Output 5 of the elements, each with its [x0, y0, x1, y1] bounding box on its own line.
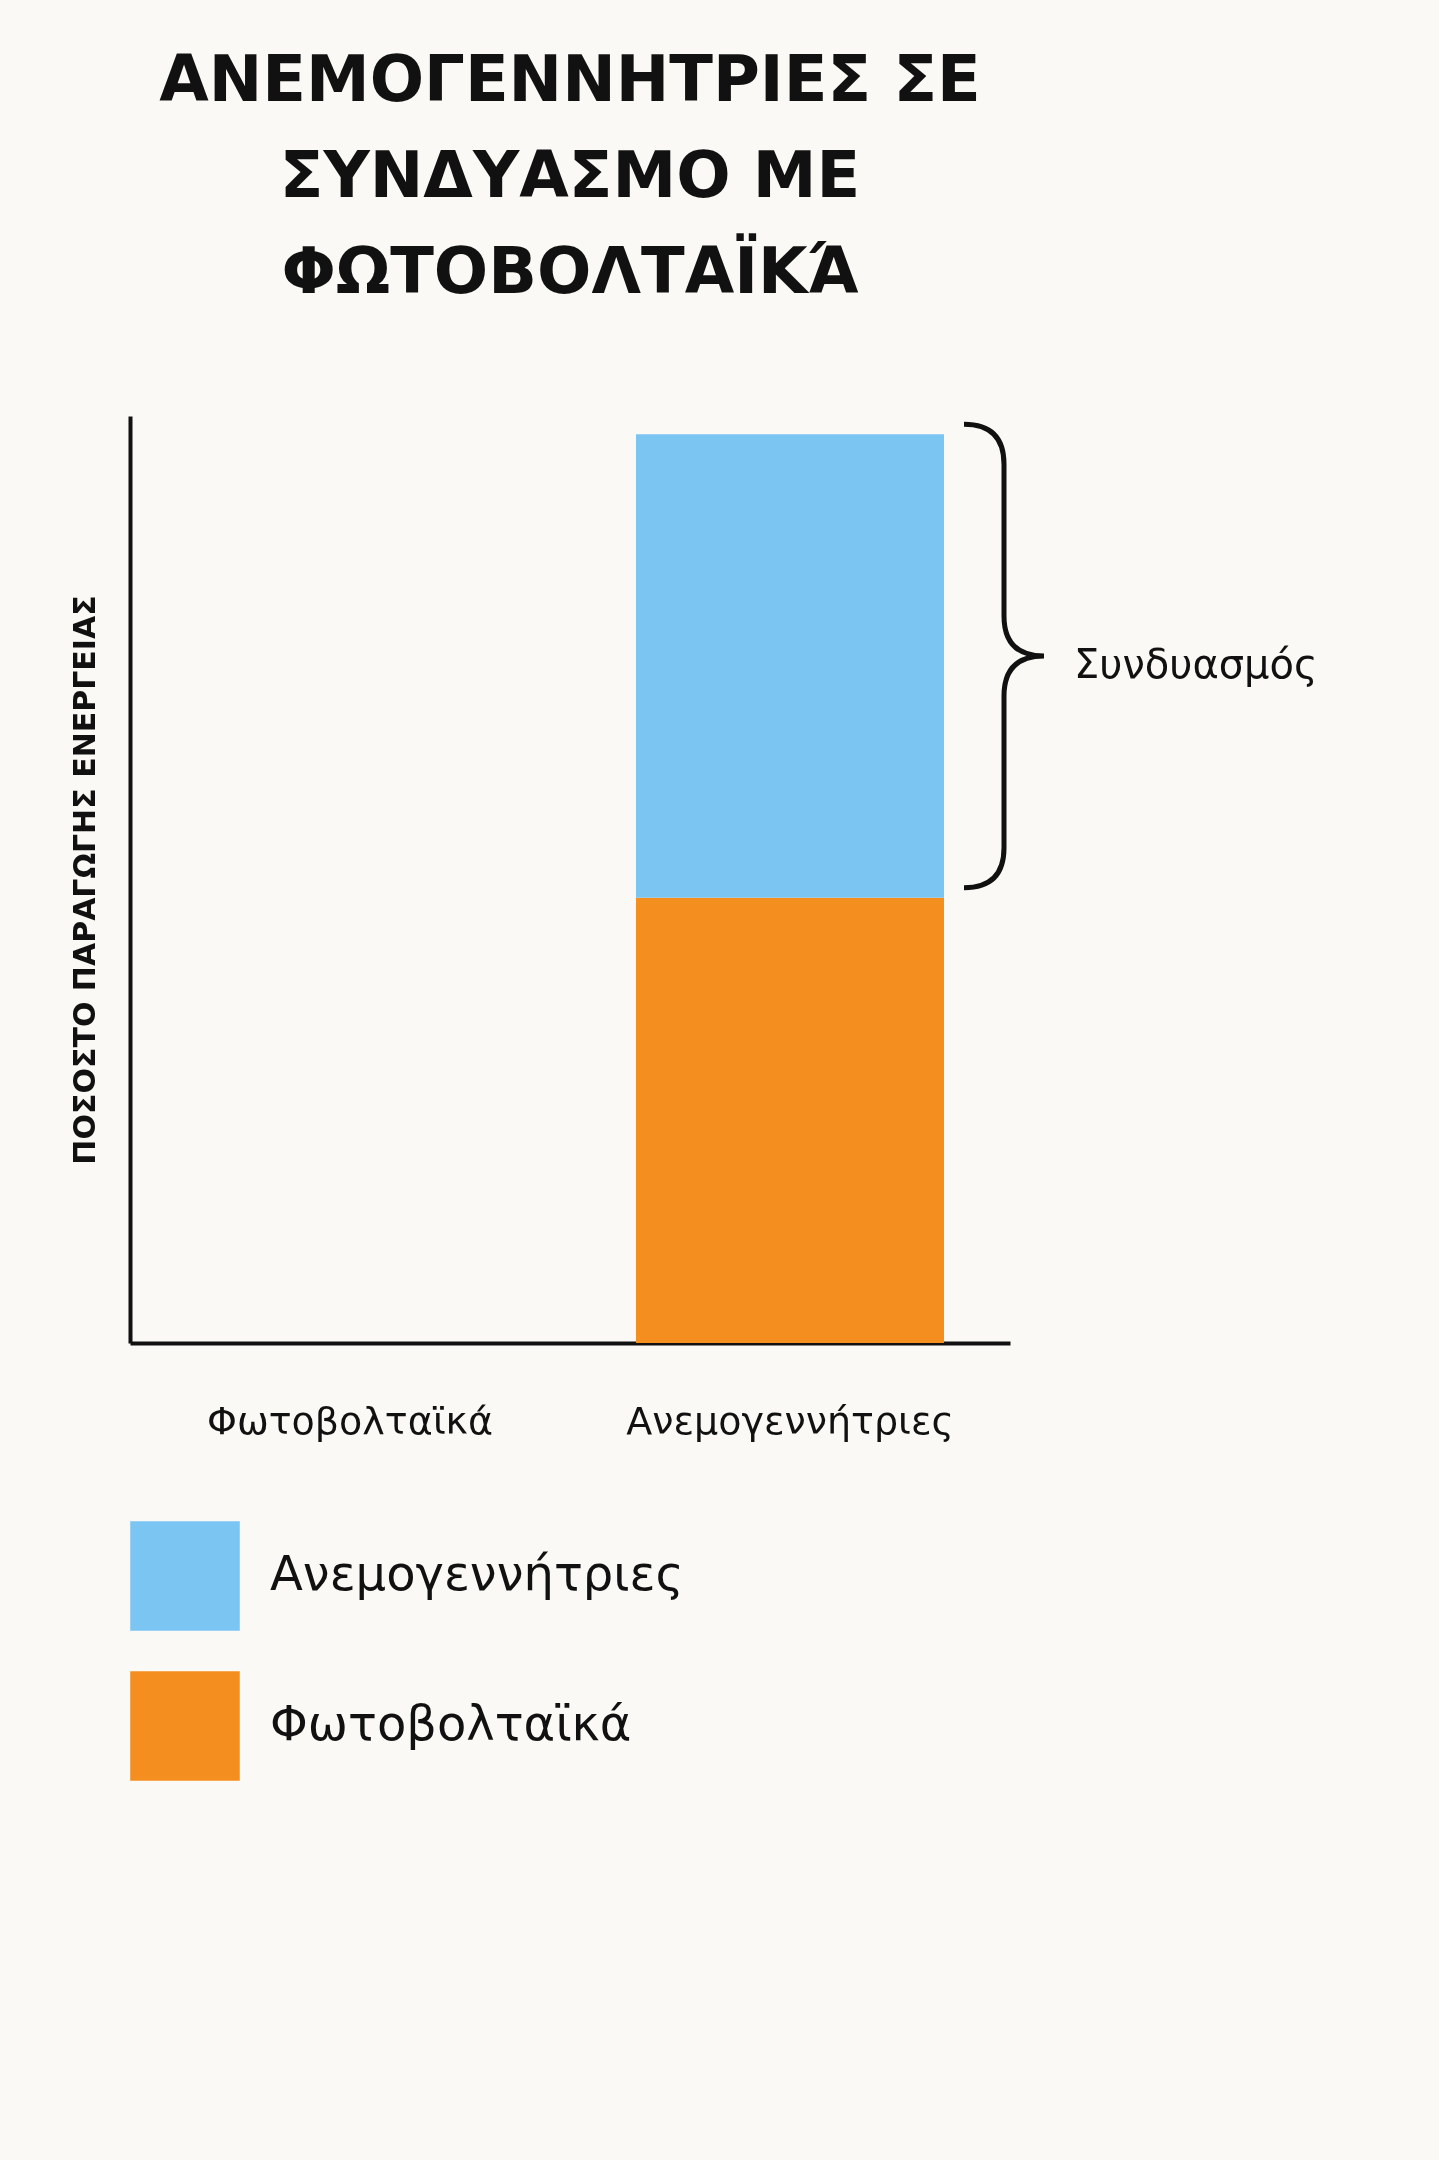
chart-title: ΑΝΕΜΟΓΕΝΝΗΤΡΙΕΣ ΣΕ ΣΥΝΔΥΑΣΜΟ ΜΕ ΦΩΤΟΒΟΛΤΑΪΚΆ	[159, 42, 981, 308]
text: Συνδυασμός	[1074, 640, 1318, 687]
y-axis-title: ΠΟΣΟΣΤΟ ΠΑΡΑΓΩΓΗΣ ΕΝΕΡΓΕΙΑΣ	[66, 595, 102, 1165]
legend-label: Ανεμογεννήτριες	[270, 1545, 684, 1601]
legend-label: Φωτοβολταϊκά	[270, 1695, 632, 1751]
